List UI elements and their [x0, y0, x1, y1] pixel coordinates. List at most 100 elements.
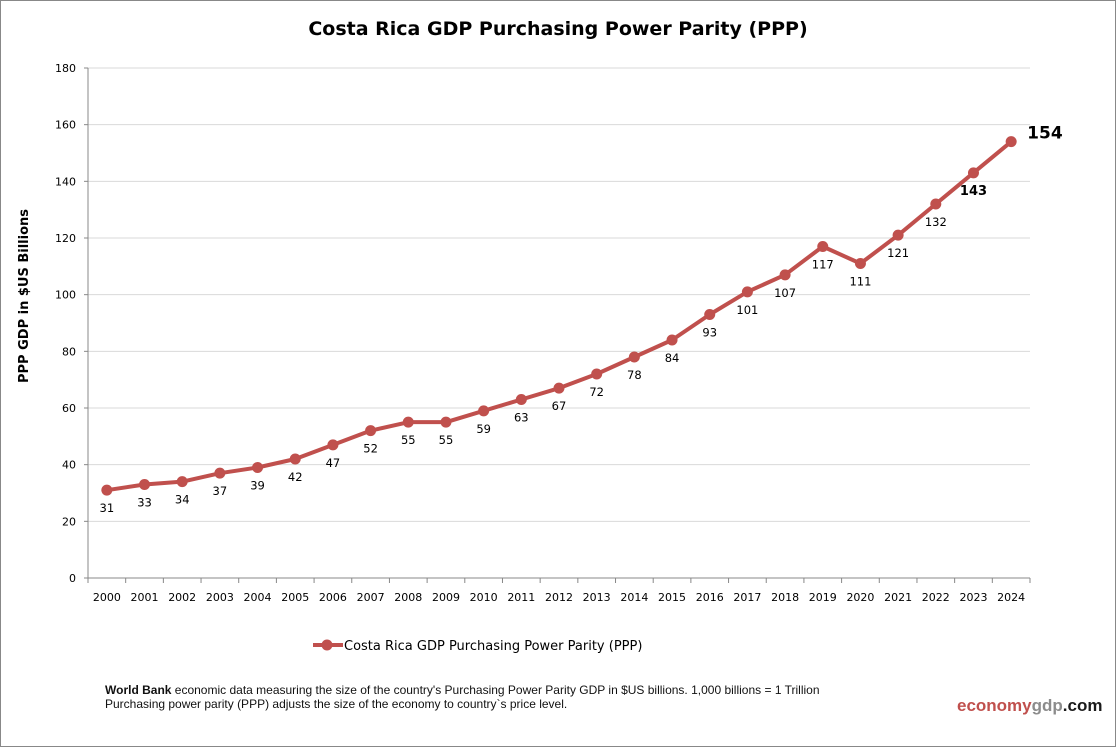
x-tick-label: 2004 [244, 591, 272, 604]
brand-logo: economygdp.com [957, 696, 1102, 716]
data-label: 42 [288, 470, 303, 484]
data-label: 59 [476, 422, 491, 436]
data-label: 34 [175, 493, 190, 507]
legend: Costa Rica GDP Purchasing Power Parity (… [313, 639, 642, 654]
x-tick-label: 2003 [206, 591, 234, 604]
x-tick-label: 2023 [959, 591, 987, 604]
y-tick-label: 0 [69, 572, 76, 585]
data-point [779, 269, 791, 281]
x-tick-label: 2008 [394, 591, 422, 604]
data-label: 63 [514, 411, 529, 425]
x-tick-label: 2012 [545, 591, 573, 604]
y-tick-label: 80 [62, 345, 76, 358]
data-label: 143 [960, 184, 987, 199]
data-point [1005, 136, 1017, 148]
data-point [515, 394, 527, 405]
data-label: 39 [250, 479, 265, 493]
data-point [478, 405, 490, 417]
data-point [289, 453, 301, 465]
data-label: 78 [627, 368, 642, 382]
data-label: 154 [1027, 124, 1063, 144]
x-tick-label: 2014 [620, 591, 648, 604]
data-point [327, 439, 339, 451]
data-point [817, 241, 829, 252]
data-label: 101 [736, 303, 758, 317]
y-tick-label: 60 [62, 402, 76, 415]
x-tick-label: 2005 [281, 591, 309, 604]
footer-note: World Bank economic data measuring the s… [105, 683, 820, 711]
note-line-2: Purchasing power parity (PPP) adjusts th… [105, 697, 568, 711]
y-tick-label: 160 [55, 119, 76, 132]
data-point [252, 462, 264, 473]
y-tick-label: 100 [55, 289, 76, 302]
y-tick-label: 120 [55, 232, 76, 245]
data-label: 55 [439, 433, 454, 447]
data-label: 111 [849, 275, 871, 289]
y-axis-label: PPP GDP in $US Billions [17, 209, 32, 383]
data-point [967, 167, 979, 179]
brand-part-3: .com [1062, 696, 1103, 715]
x-tick-label: 2016 [696, 591, 724, 604]
data-label: 67 [552, 399, 567, 413]
data-point [365, 425, 377, 437]
data-label: 47 [326, 456, 341, 470]
data-label: 52 [363, 442, 378, 456]
data-point [553, 382, 565, 394]
x-tick-label: 2020 [846, 591, 874, 604]
note-line-1: economic data measuring the size of the … [171, 683, 820, 697]
data-label: 72 [589, 385, 604, 399]
note-source: World Bank [105, 683, 172, 697]
x-tick-label: 2018 [771, 591, 799, 604]
data-label: 107 [774, 286, 796, 300]
data-label: 31 [100, 501, 115, 515]
brand-part-1: economy [957, 696, 1032, 715]
data-label: 84 [665, 351, 680, 365]
x-tick-label: 2013 [583, 591, 611, 604]
x-tick-label: 2006 [319, 591, 347, 604]
chart-title: Costa Rica GDP Purchasing Power Parity (… [308, 18, 807, 40]
data-point [139, 479, 151, 490]
data-point [176, 476, 188, 488]
data-point [892, 229, 904, 241]
data-label: 37 [213, 484, 228, 498]
data-point [704, 309, 716, 320]
data-point [214, 467, 226, 479]
legend-marker [321, 639, 333, 651]
data-point [628, 351, 640, 363]
y-tick-label: 20 [62, 515, 76, 528]
y-tick-label: 40 [62, 459, 76, 472]
data-label: 55 [401, 433, 416, 447]
legend-label: Costa Rica GDP Purchasing Power Parity (… [344, 639, 642, 654]
data-point [440, 416, 452, 428]
data-point [854, 258, 866, 269]
x-tick-label: 2015 [658, 591, 686, 604]
series-line [106, 140, 1013, 493]
data-point [666, 334, 678, 346]
y-tick-label: 180 [55, 62, 76, 75]
data-point [741, 286, 753, 298]
x-tick-label: 2011 [507, 591, 535, 604]
data-point [591, 368, 603, 380]
x-tick-label: 2000 [93, 591, 121, 604]
data-label: 117 [812, 258, 834, 272]
data-label: 121 [887, 246, 909, 260]
data-point [101, 484, 113, 496]
x-tick-label: 2024 [997, 591, 1025, 604]
x-tick-label: 2021 [884, 591, 912, 604]
x-tick-label: 2007 [357, 591, 385, 604]
y-tick-label: 140 [55, 175, 76, 188]
data-point [930, 198, 942, 210]
x-tick-label: 2009 [432, 591, 460, 604]
brand-part-2: gdp [1031, 696, 1063, 715]
data-point [402, 416, 414, 428]
x-tick-label: 2019 [809, 591, 837, 604]
x-tick-label: 2022 [922, 591, 950, 604]
data-label: 93 [702, 326, 717, 340]
data-label: 33 [137, 496, 152, 510]
x-tick-label: 2002 [168, 591, 196, 604]
data-label: 132 [925, 215, 947, 229]
x-tick-label: 2010 [470, 591, 498, 604]
x-tick-label: 2001 [131, 591, 159, 604]
x-tick-label: 2017 [733, 591, 761, 604]
